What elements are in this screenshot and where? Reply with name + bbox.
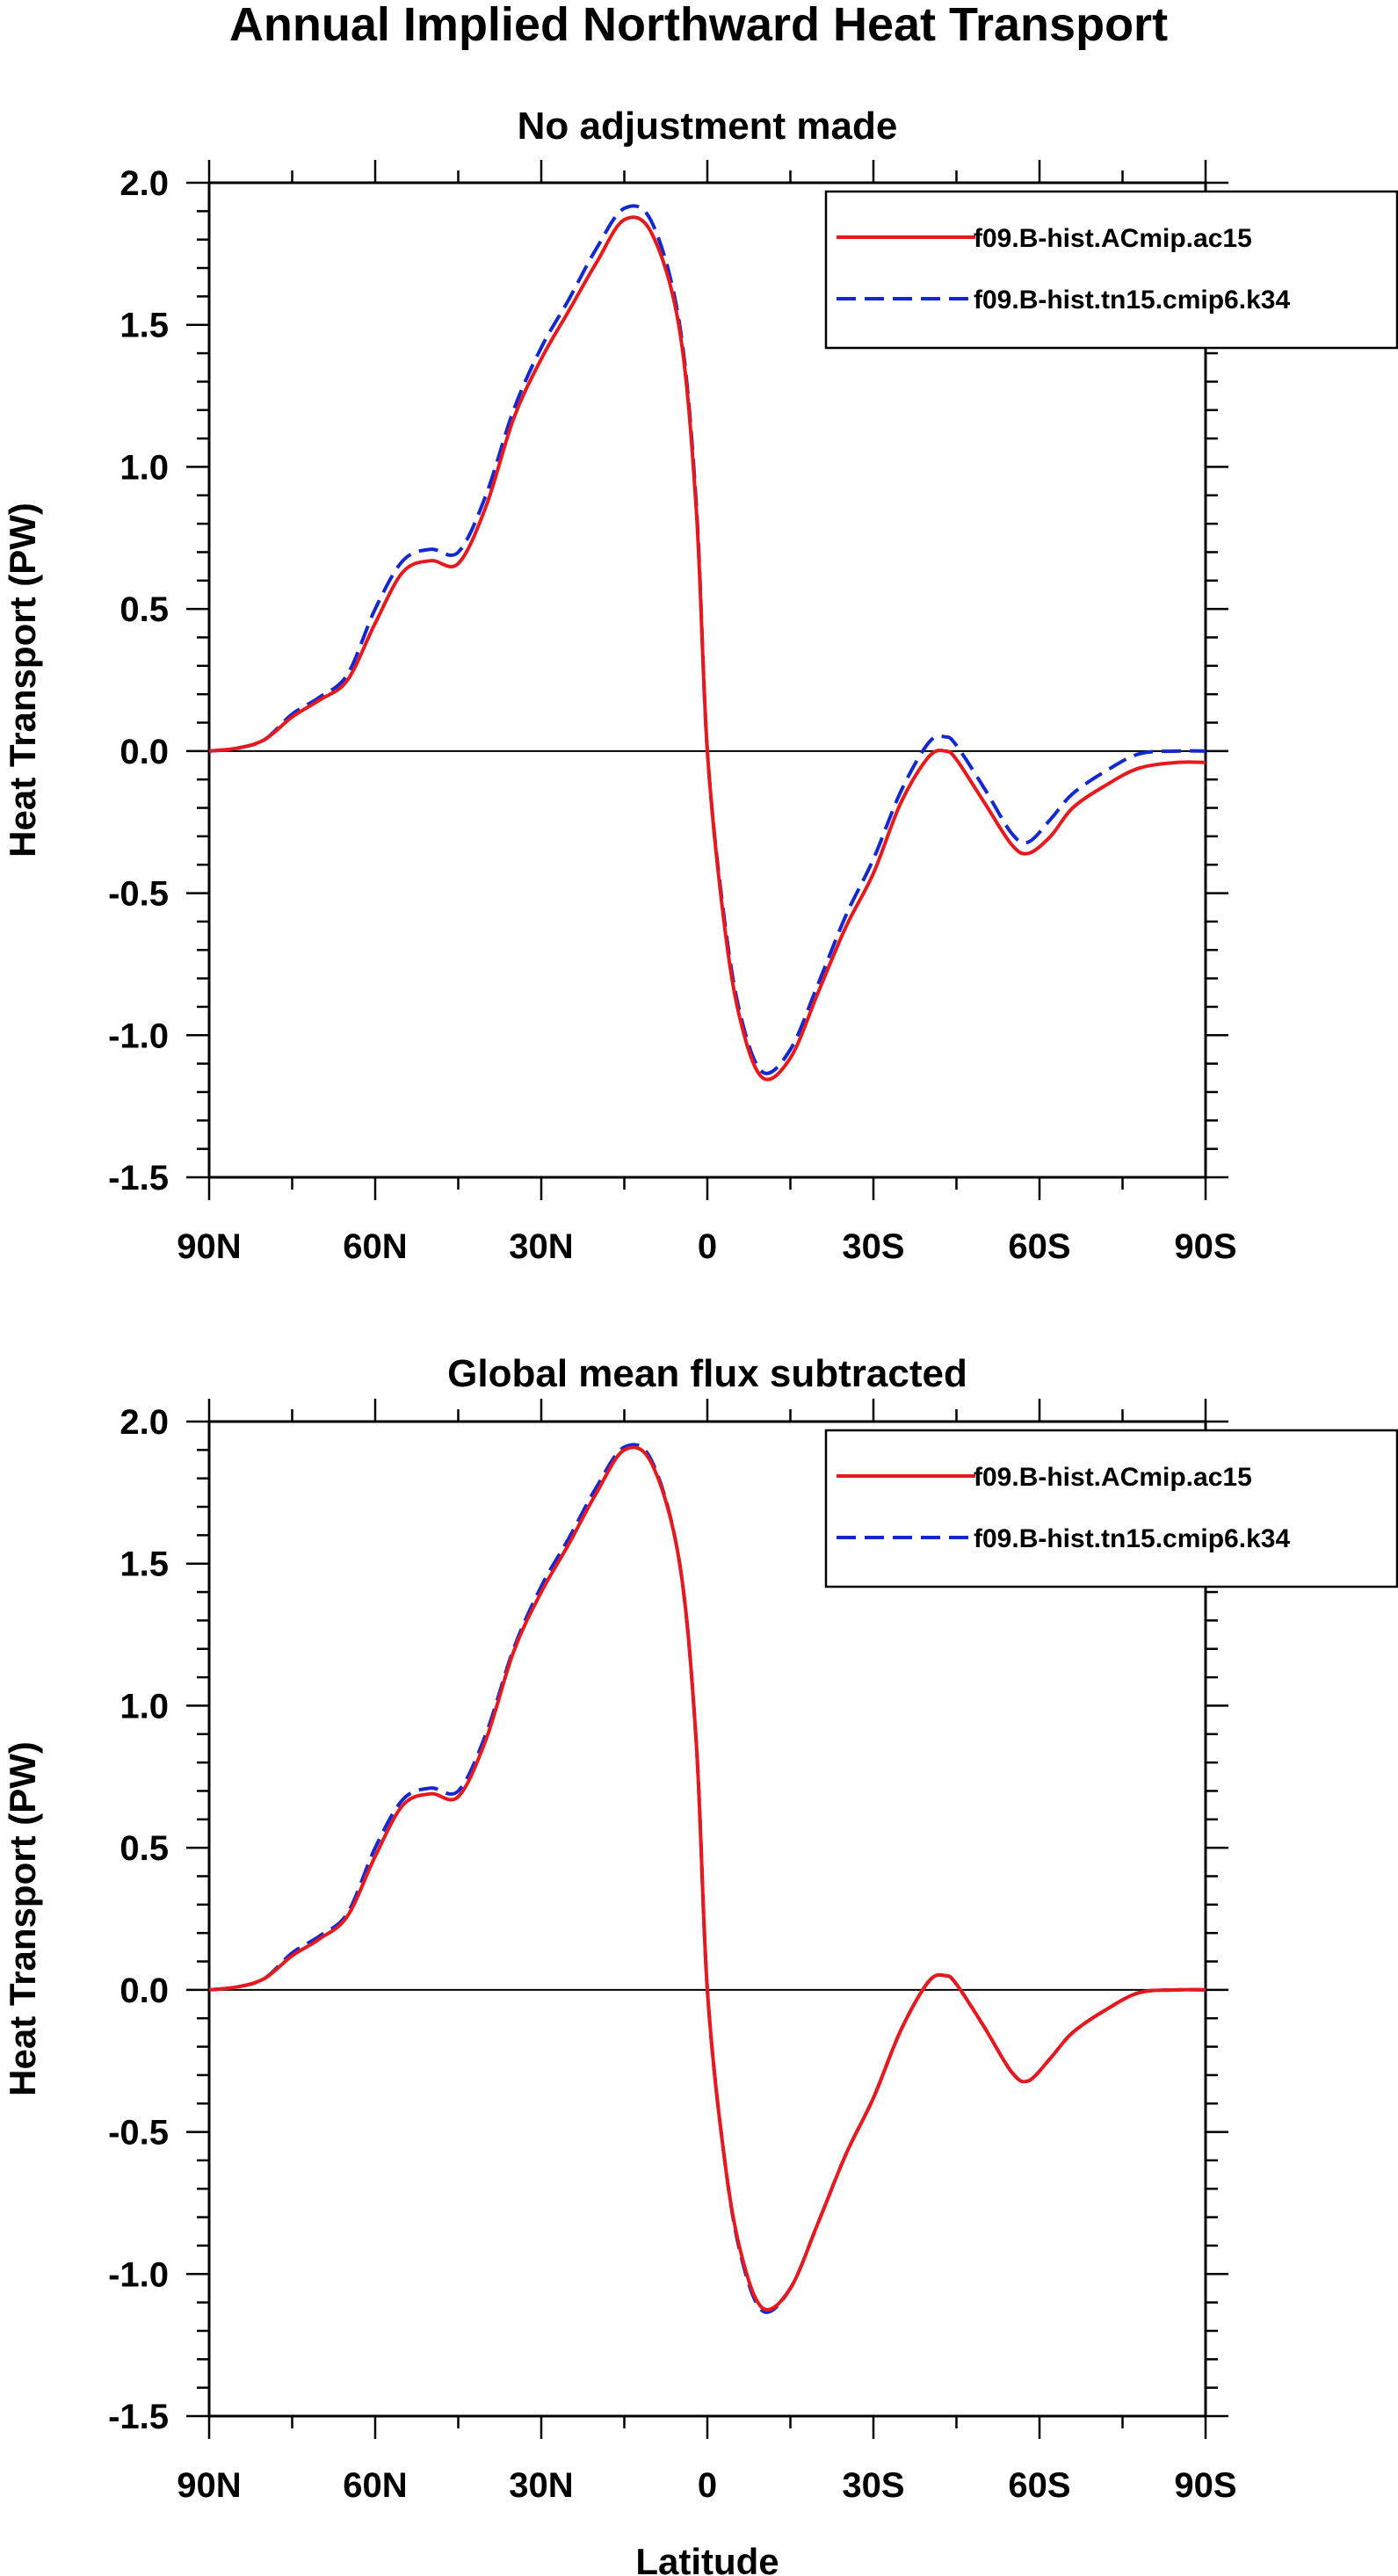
legend-label: f09.B-hist.tn15.cmip6.k34 bbox=[974, 286, 1290, 315]
panel-title: No adjustment made bbox=[518, 105, 898, 148]
x-tick-label: 90S bbox=[1174, 1227, 1236, 1266]
y-tick-label: 1.0 bbox=[120, 1687, 169, 1726]
x-tick-label: 30N bbox=[509, 1227, 573, 1266]
series-line-solid bbox=[208, 215, 1206, 1082]
y-tick-label: -0.5 bbox=[108, 2114, 169, 2153]
x-tick-label: 60S bbox=[1008, 2466, 1070, 2505]
x-tick-label: 0 bbox=[698, 2466, 717, 2505]
x-tick-label: 30S bbox=[842, 1227, 904, 1266]
x-axis-label: Latitude bbox=[635, 2541, 779, 2576]
y-tick-label: 0.5 bbox=[120, 1829, 169, 1868]
y-tick-label: 2.0 bbox=[120, 164, 169, 203]
y-axis-label: Heat Transport (PW) bbox=[2, 503, 43, 857]
legend-label: f09.B-hist.ACmip.ac15 bbox=[974, 1463, 1252, 1492]
y-tick-label: -1.5 bbox=[108, 2398, 169, 2436]
x-tick-label: 90N bbox=[177, 2466, 241, 2505]
x-tick-label: 60N bbox=[343, 2466, 407, 2505]
y-tick-label: 0.0 bbox=[120, 1972, 169, 2010]
y-tick-label: 1.0 bbox=[120, 448, 169, 487]
y-tick-label: -1.0 bbox=[108, 1017, 169, 1055]
y-tick-label: 0.0 bbox=[120, 733, 169, 771]
x-tick-label: 90N bbox=[177, 1227, 241, 1266]
panel-global-mean-subtracted: Global mean flux subtracted 2.0 1.5 1.0 0.5 0… bbox=[2, 1352, 1398, 2576]
x-tick-label: 0 bbox=[698, 1227, 717, 1266]
legend-label: f09.B-hist.ACmip.ac15 bbox=[974, 224, 1252, 253]
legend-box bbox=[824, 1429, 1398, 1588]
legend: f09.B-hist.ACmip.ac15 f09.B-hist.tn15.cmi… bbox=[824, 1429, 1398, 1588]
x-tick-label: 90S bbox=[1174, 2466, 1236, 2505]
x-tick-label: 60S bbox=[1008, 1227, 1070, 1266]
y-tick-label: 1.5 bbox=[120, 307, 169, 345]
x-tick-label: 30S bbox=[842, 2466, 904, 2505]
panel-no-adjustment: No adjustment made 2.0 1.5 1.0 0.5 0.0 -0.5 -1.… bbox=[2, 105, 1398, 1266]
y-tick-label: -1.5 bbox=[108, 1159, 169, 1198]
panel-title: Global mean flux subtracted bbox=[447, 1352, 967, 1395]
legend: f09.B-hist.ACmip.ac15 f09.B-hist.tn15.cmi… bbox=[824, 190, 1398, 350]
y-tick-label: 0.5 bbox=[120, 590, 169, 629]
x-tick-label: 30N bbox=[509, 2466, 573, 2505]
y-axis-label: Heat Transport (PW) bbox=[2, 1741, 43, 2096]
legend-box bbox=[824, 190, 1398, 350]
y-tick-label: 2.0 bbox=[120, 1403, 169, 1442]
y-tick-label: -1.0 bbox=[108, 2255, 169, 2294]
legend-label: f09.B-hist.tn15.cmip6.k34 bbox=[974, 1524, 1290, 1553]
series-line-solid bbox=[208, 1445, 1206, 2312]
y-tick-label: 1.5 bbox=[120, 1545, 169, 1584]
x-tick-label: 60N bbox=[343, 1227, 407, 1266]
y-tick-label: -0.5 bbox=[108, 875, 169, 914]
figure-title: Annual Implied Northward Heat Transport bbox=[229, 0, 1168, 51]
